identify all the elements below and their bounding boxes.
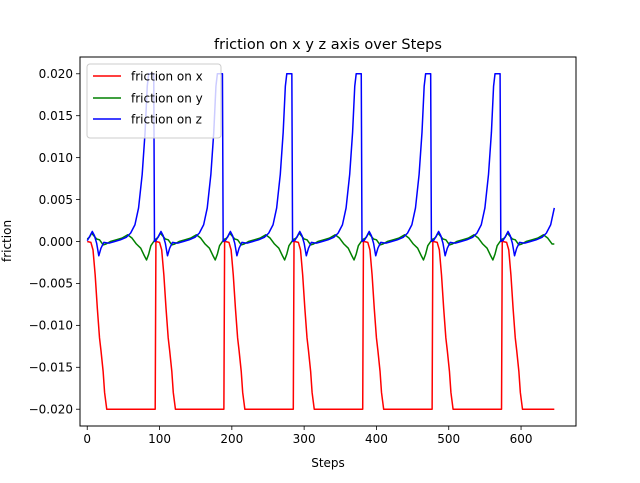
y-axis-label: friction: [0, 220, 14, 262]
x-tick-label: 400: [365, 432, 388, 446]
legend-label-y: friction on y: [131, 92, 203, 106]
x-tick-label: 0: [83, 432, 91, 446]
x-axis-ticks: 0 100 200 300 400 500 600: [83, 426, 533, 446]
series-line-x: [87, 240, 555, 410]
x-tick-label: 600: [510, 432, 533, 446]
y-tick-label: 0.015: [39, 109, 73, 123]
y-tick-label: −0.020: [29, 403, 73, 417]
legend-label-x: friction on x: [131, 70, 203, 84]
y-axis-ticks: −0.020 −0.015 −0.010 −0.005 0.000 0.005 0.010 0…: [29, 67, 80, 417]
y-tick-label: 0.000: [39, 235, 73, 249]
x-tick-label: 100: [148, 432, 171, 446]
chart-title: friction on x y z axis over Steps: [214, 37, 442, 53]
y-tick-label: 0.010: [39, 151, 73, 165]
series-layer: [86, 73, 556, 410]
x-tick-label: 500: [437, 432, 460, 446]
y-tick-label: 0.020: [39, 67, 73, 81]
x-tick-label: 200: [220, 432, 243, 446]
y-tick-label: −0.010: [29, 319, 73, 333]
y-tick-label: 0.005: [39, 193, 73, 207]
legend-label-z: friction on z: [131, 113, 202, 127]
y-tick-label: −0.005: [29, 277, 73, 291]
series-line-z: [86, 73, 556, 257]
x-axis-label: Steps: [311, 456, 345, 470]
x-tick-label: 300: [293, 432, 316, 446]
legend: friction on x friction on y friction on …: [86, 63, 222, 139]
y-tick-label: −0.015: [29, 361, 73, 375]
